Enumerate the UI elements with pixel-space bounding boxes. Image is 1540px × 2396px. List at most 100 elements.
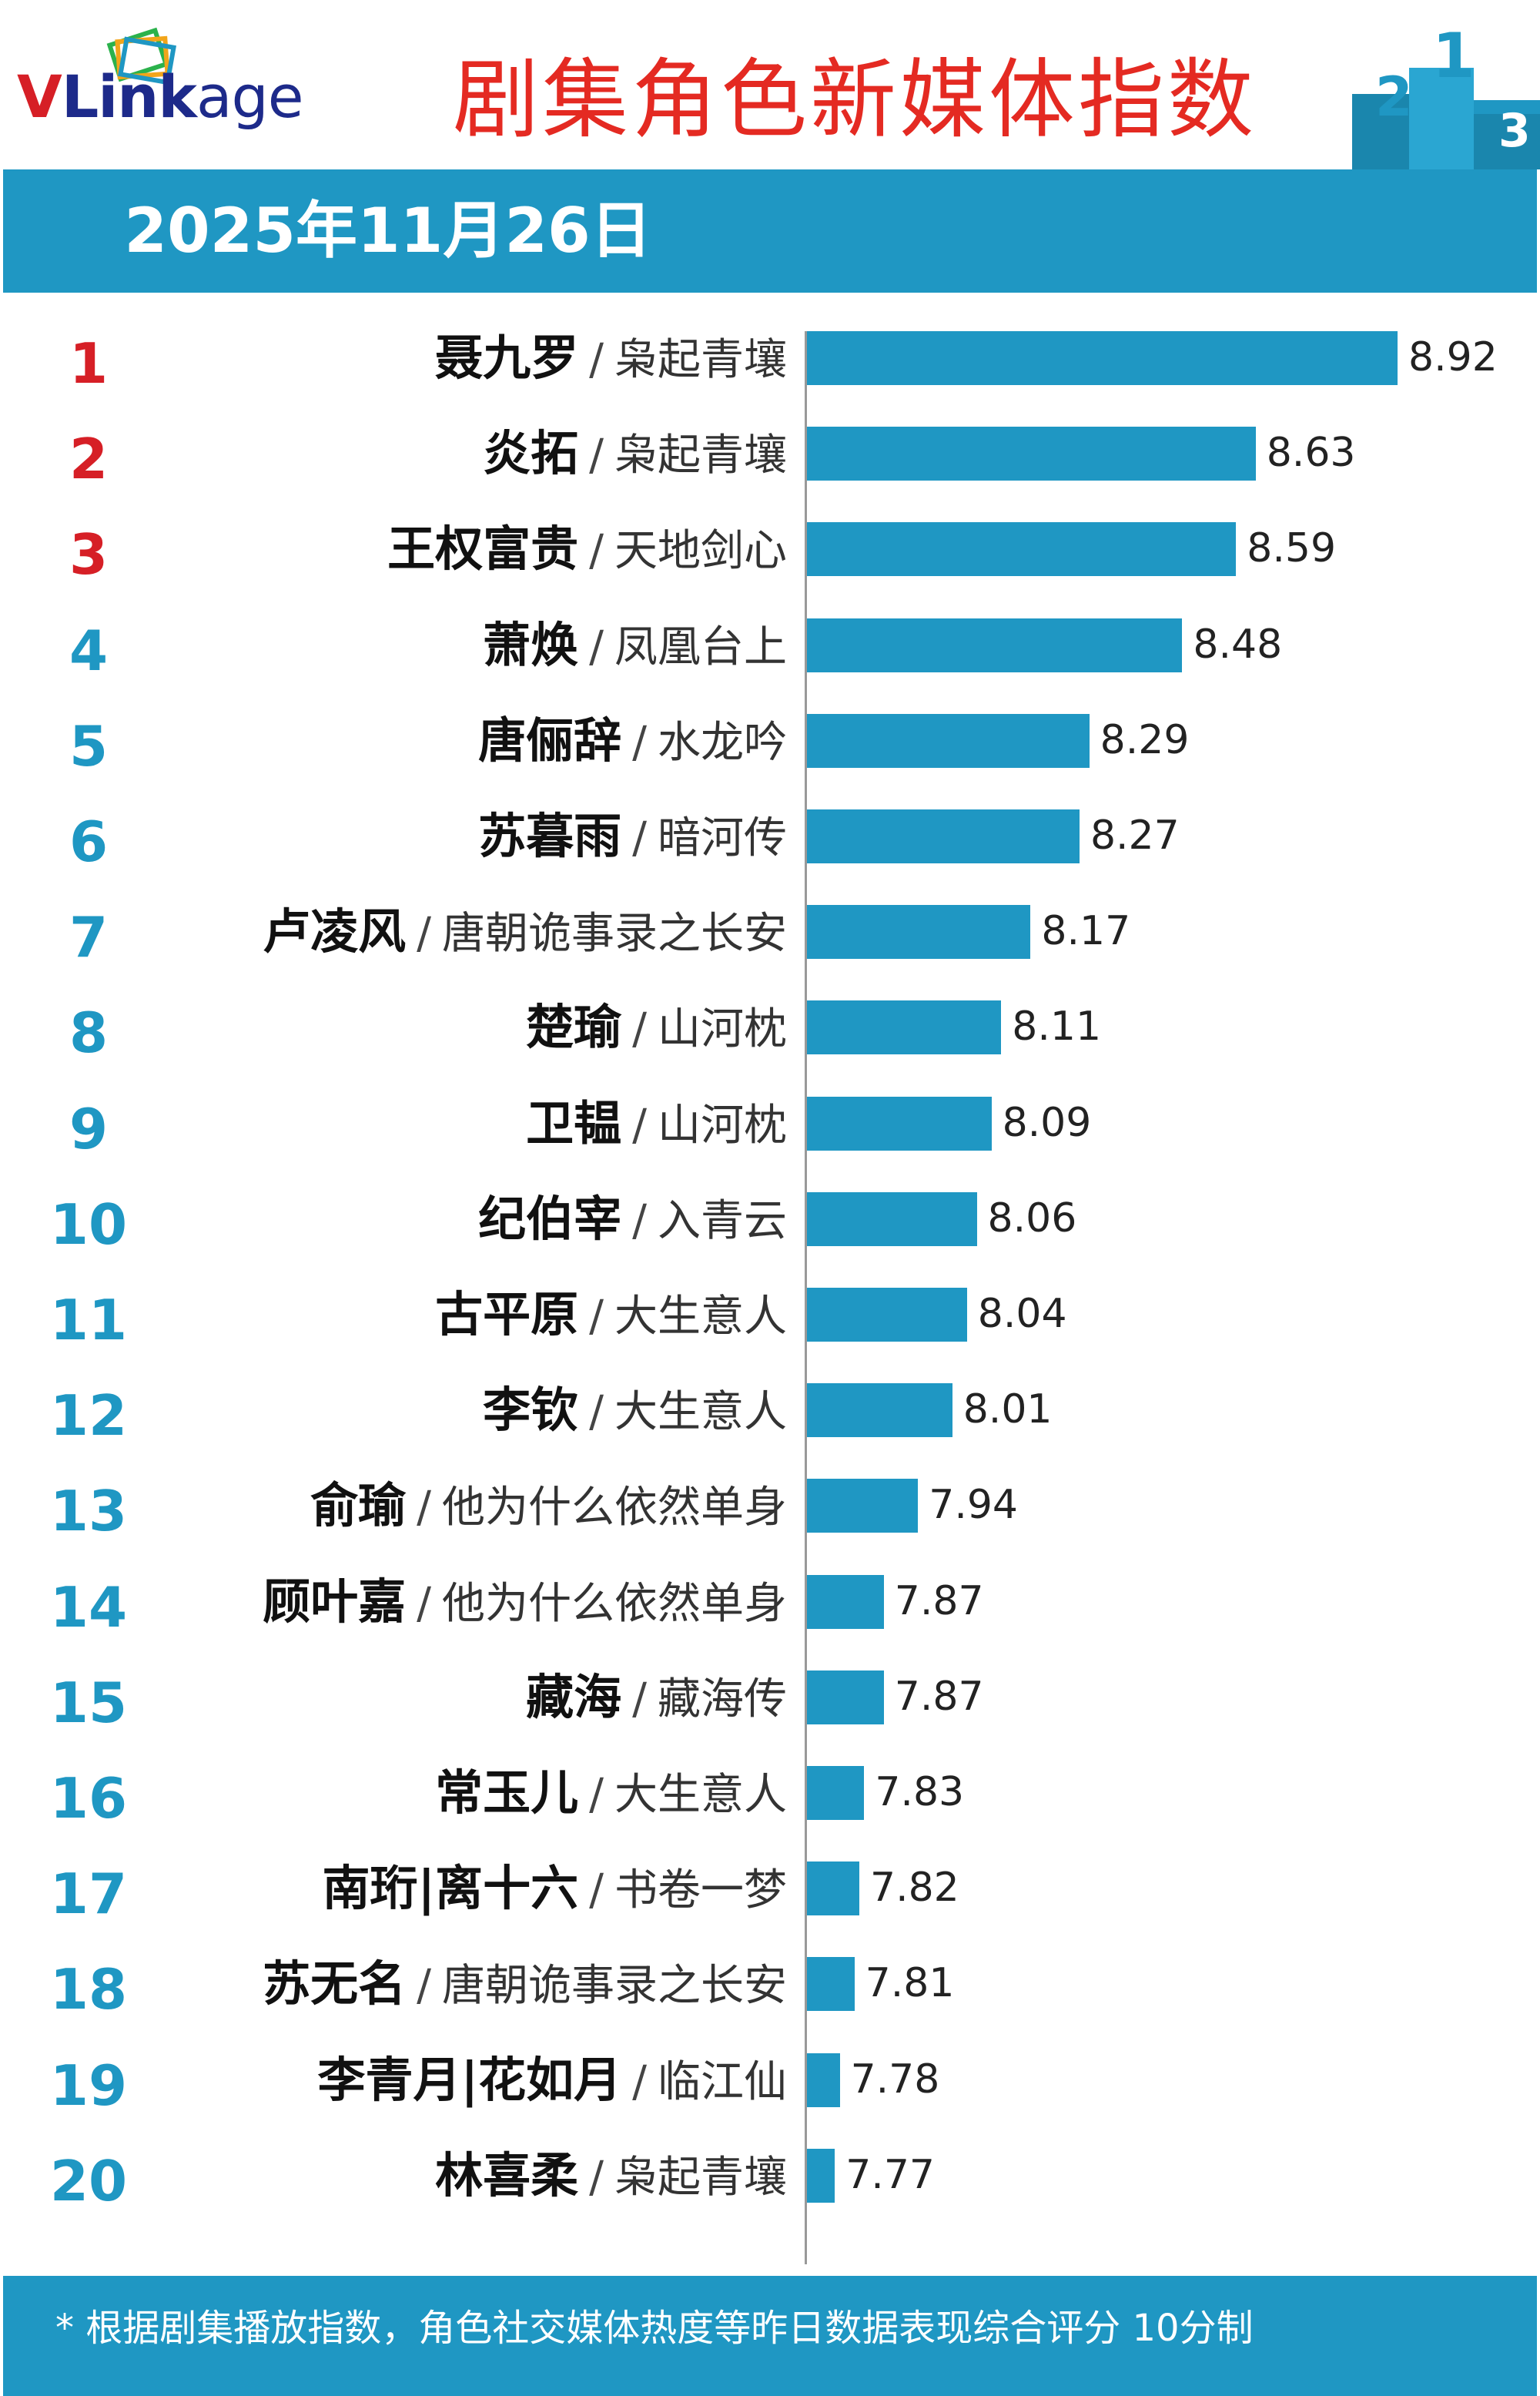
value-label: 8.04: [977, 1291, 1067, 1337]
bar: [807, 1096, 992, 1151]
value-label: 7.81: [865, 1960, 955, 2007]
character-name: 卫韫: [526, 1094, 622, 1151]
bar-label: 南珩|离十六 / 书卷一梦: [322, 1865, 787, 1912]
value-label: 8.63: [1266, 430, 1356, 477]
svg-text:1: 1: [1432, 23, 1475, 92]
character-name: 古平原: [435, 1286, 579, 1342]
date-label: 2025年11月26日: [124, 195, 652, 266]
drama-title: 唐朝诡事录之长安: [442, 1961, 787, 2012]
rank-number: 14: [49, 1574, 128, 1640]
svg-text:3: 3: [1498, 104, 1531, 158]
character-name: 萧焕: [483, 616, 579, 673]
drama-title: 枭起青壤: [614, 335, 787, 385]
value-label: 8.06: [987, 1195, 1077, 1242]
bar-label: 藏海 / 藏海传: [526, 1673, 787, 1724]
drama-title: 山河枕: [658, 1004, 787, 1055]
separator: /: [589, 2152, 604, 2203]
bar-label: 李钦 / 大生意人: [483, 1386, 787, 1434]
bar: [807, 522, 1237, 577]
drama-title: 书卷一梦: [614, 1865, 787, 1916]
bar-label: 楚瑜 / 山河枕: [526, 1004, 787, 1051]
bar-label: 卢凌风 / 唐朝诡事录之长安: [263, 908, 787, 956]
bar-label: 萧焕 / 凤凰台上: [483, 621, 787, 672]
separator: /: [589, 526, 604, 577]
bar: [807, 331, 1398, 385]
rank-number: 1: [69, 331, 109, 396]
bar-label: 林喜柔 / 枭起青壤: [435, 2151, 787, 2203]
drama-title: 藏海传: [658, 1674, 787, 1724]
character-name: 李青月|花如月: [317, 2051, 622, 2108]
value-label: 8.11: [1012, 1004, 1102, 1051]
separator: /: [632, 1004, 647, 1055]
drama-title: 水龙吟: [658, 717, 787, 768]
bar: [807, 1191, 977, 1246]
bar: [807, 1766, 865, 1820]
logo-v: V: [17, 62, 62, 131]
chart-axis-line: [805, 331, 807, 2264]
rank-number: 7: [69, 905, 109, 970]
rank-number: 9: [69, 1096, 109, 1161]
drama-title: 暗河传: [658, 813, 787, 863]
separator: /: [632, 813, 647, 863]
separator: /: [632, 1195, 647, 1246]
value-label: 8.27: [1090, 813, 1180, 859]
bar: [807, 809, 1080, 863]
separator: /: [589, 1770, 604, 1820]
bar: [807, 905, 1031, 960]
character-name: 常玉儿: [435, 1764, 579, 1821]
rank-number: 20: [49, 2148, 128, 2213]
bar: [807, 1670, 884, 1724]
bar: [807, 1479, 919, 1533]
rank-number: 10: [49, 1191, 128, 1257]
value-label: 7.78: [850, 2056, 940, 2103]
bar: [807, 2148, 835, 2203]
character-name: 王权富贵: [387, 521, 579, 578]
logo-cards-icon: [106, 27, 176, 85]
bar-label: 李青月|花如月 / 临江仙: [317, 2056, 787, 2104]
bar-label: 纪伯宰 / 入青云: [478, 1195, 787, 1243]
rank-number: 2: [69, 427, 109, 492]
podium-icon: 2 1 3: [1352, 23, 1540, 169]
logo-link: Link: [61, 62, 197, 131]
bar-label: 苏暮雨 / 暗河传: [478, 813, 787, 860]
bar-label: 唐俪辞 / 水龙吟: [478, 716, 787, 768]
bar: [807, 1862, 859, 1916]
value-label: 8.29: [1100, 716, 1190, 763]
bar-label: 古平原 / 大生意人: [435, 1291, 787, 1339]
rank-number: 19: [49, 2053, 128, 2118]
value-label: 7.82: [869, 1865, 959, 1912]
separator: /: [589, 1387, 604, 1438]
bar-label: 苏无名 / 唐朝诡事录之长安: [263, 1960, 787, 2008]
bar: [807, 1574, 884, 1629]
separator: /: [417, 1483, 431, 1533]
drama-title: 唐朝诡事录之长安: [442, 909, 787, 960]
bar-label: 炎拓 / 枭起青壤: [483, 430, 787, 478]
footer-band: * 根据剧集播放指数，角色社交媒体热度等昨日数据表现综合评分 10分制: [3, 2276, 1537, 2396]
rank-number: 4: [69, 618, 109, 683]
rank-number: 6: [69, 809, 109, 874]
rank-number: 11: [49, 1288, 128, 1352]
character-name: 藏海: [526, 1668, 622, 1725]
bar-label: 常玉儿 / 大生意人: [435, 1769, 787, 1817]
drama-title: 他为什么依然单身: [442, 1578, 787, 1629]
rank-number: 8: [69, 1000, 109, 1066]
drama-title: 枭起青壤: [614, 431, 787, 481]
drama-title: 山河枕: [658, 1100, 787, 1151]
logo-text: VLinkage: [17, 68, 304, 126]
drama-title: 大生意人: [614, 1770, 787, 1820]
character-name: 聂九罗: [435, 330, 579, 386]
bar: [807, 618, 1183, 672]
drama-title: 凤凰台上: [614, 622, 787, 672]
character-name: 炎拓: [483, 425, 579, 482]
separator: /: [589, 1292, 604, 1342]
separator: /: [632, 717, 647, 768]
logo-age: age: [196, 62, 304, 131]
rank-number: 16: [49, 1766, 128, 1831]
value-label: 7.94: [929, 1482, 1019, 1529]
date-banner: 2025年11月26日: [3, 169, 1537, 293]
drama-title: 入青云: [658, 1195, 787, 1246]
character-name: 俞瑜: [310, 1477, 407, 1534]
value-label: 7.77: [845, 2151, 935, 2198]
rank-number: 3: [69, 522, 109, 588]
character-name: 卢凌风: [263, 903, 407, 960]
